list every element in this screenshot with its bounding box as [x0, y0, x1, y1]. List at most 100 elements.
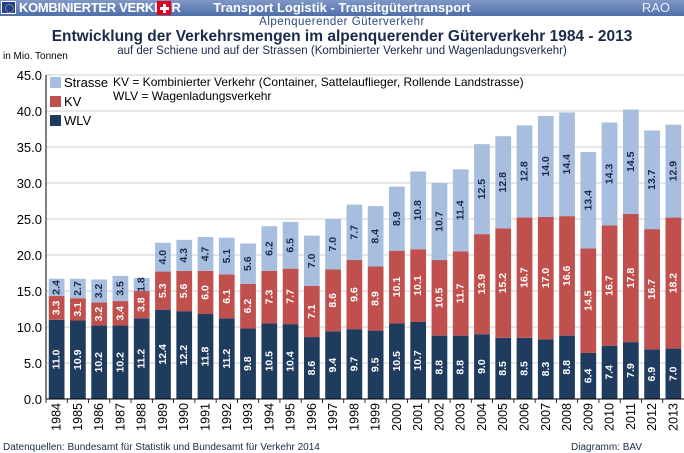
x-tick-label: 2008 [560, 403, 574, 431]
data-label: 8.5 [497, 361, 509, 376]
grid-lines [46, 74, 684, 364]
bar-strasse-1995 [282, 221, 299, 269]
data-label: 4.0 [157, 250, 169, 265]
x-tick-label: 2005 [496, 403, 510, 431]
data-label: 6.4 [582, 369, 594, 384]
x-tick-label: 1992 [220, 403, 234, 431]
y-tick-label: 30.0 [17, 176, 42, 191]
data-label: 14.0 [540, 156, 552, 177]
bar-wlv-1984 [48, 319, 65, 399]
data-label: 11.8 [200, 346, 212, 366]
data-label: 12.9 [667, 161, 679, 182]
rao-label: RAO [641, 0, 670, 15]
x-tick-label: 2009 [581, 403, 595, 431]
bar-wlv-1995 [282, 324, 299, 399]
data-label: 10.8 [412, 200, 424, 221]
bar-kv-1997 [325, 269, 341, 332]
bar-wlv-1990 [176, 311, 193, 399]
data-label: 11.2 [136, 349, 148, 369]
data-label: 12.8 [497, 172, 509, 193]
bar-wlv-2013 [665, 348, 682, 399]
bar-wlv-2012 [644, 349, 660, 399]
data-label: 4.7 [200, 246, 212, 261]
data-label: 1.8 [136, 277, 148, 292]
data-label: 3.3 [51, 300, 63, 315]
bar-wlv-2006 [516, 337, 533, 399]
bar-wlv-1991 [197, 314, 214, 399]
x-tick-label: 1998 [347, 403, 361, 431]
data-label: 10.1 [412, 275, 424, 296]
bar-strasse-1984 [48, 278, 65, 297]
bar-wlv-2005 [495, 337, 512, 399]
data-label: 9.0 [476, 359, 488, 374]
data-label: 7.9 [625, 363, 637, 378]
bar-strasse-2013 [665, 124, 682, 218]
data-label: 5.6 [178, 284, 190, 299]
data-label: 11.4 [455, 200, 467, 220]
data-label: 12.8 [519, 161, 531, 182]
bar-kv-1996 [303, 285, 320, 338]
bar-kv-1984 [48, 296, 65, 320]
x-tick-label: 2002 [432, 403, 446, 431]
data-label: 6.5 [285, 238, 297, 253]
annotation-line-2: WLV = Wagenladungsverkehr [113, 89, 271, 103]
bars: 11.0 3.3 2.4 10.9 3.1 2.7 10.2 3.2 3.2 10.2 3.4 3.5… [48, 109, 682, 399]
data-label: 10.5 [433, 287, 445, 308]
data-label: 2.7 [72, 281, 84, 296]
y-tick-label: 35.0 [17, 140, 42, 155]
legend-label-kv: KV [64, 94, 82, 109]
data-label: 7.7 [285, 289, 297, 304]
data-label: 10.2 [93, 352, 105, 373]
bar-kv-1999 [367, 266, 384, 331]
bar-wlv-1988 [133, 318, 150, 399]
data-label: 8.6 [306, 361, 318, 376]
y-tick-label: 20.0 [17, 248, 42, 263]
bar-strasse-2002 [431, 183, 448, 261]
data-label: 10.1 [391, 277, 403, 298]
data-label: 6.9 [646, 367, 658, 382]
data-label: 5.1 [221, 249, 233, 264]
bar-kv-2006 [516, 217, 533, 338]
y-tick-label: 5.0 [24, 356, 42, 371]
data-label: 14.3 [604, 164, 616, 185]
x-tick-label: 1995 [284, 403, 298, 431]
data-label: 8.6 [327, 293, 339, 308]
footer-credit: Diagramm: BAV [571, 442, 642, 453]
data-label: 12.5 [476, 179, 488, 200]
bar-strasse-1998 [346, 204, 363, 261]
bar-kv-2012 [644, 229, 660, 350]
bar-strasse-1996 [303, 235, 320, 286]
x-tick-label: 1984 [50, 403, 64, 431]
bar-strasse-2006 [516, 125, 533, 218]
bar-strasse-1986 [91, 279, 108, 303]
data-label: 15.2 [497, 273, 509, 294]
bar-strasse-1991 [197, 237, 214, 271]
bar-strasse-2012 [644, 130, 660, 230]
bar-wlv-2000 [389, 323, 405, 399]
brand-label: KOMBINIERTER VERKEHR [19, 0, 181, 15]
y-axis-label: in Mio. Tonnen [3, 51, 68, 62]
legend-label-wlv: WLV [64, 113, 92, 128]
bar-wlv-2004 [474, 334, 490, 399]
header-bar: KOMBINIERTER VERKEHR Transport Logistik … [0, 0, 684, 16]
data-label: 17.0 [540, 268, 552, 289]
bar-strasse-2004 [474, 144, 490, 235]
x-tick-label: 1986 [92, 403, 106, 431]
y-tick-label: 25.0 [17, 212, 42, 227]
bar-wlv-2008 [559, 335, 575, 399]
bar-strasse-2001 [410, 171, 427, 250]
bar-wlv-2007 [537, 339, 554, 399]
bar-wlv-1996 [303, 337, 320, 399]
data-label: 3.1 [72, 302, 84, 317]
y-tick-label: 40.0 [17, 104, 42, 119]
chart-subtitle: auf der Schiene und auf der Strassen (Ko… [117, 45, 567, 57]
data-label: 6.1 [221, 289, 233, 304]
swiss-flag-icon [157, 1, 171, 15]
data-label: 3.2 [93, 307, 105, 322]
data-label: 7.0 [306, 253, 318, 268]
bar-kv-1991 [197, 270, 214, 315]
bar-kv-1987 [112, 301, 129, 326]
bar-strasse-2011 [622, 109, 639, 214]
bar-strasse-2003 [452, 169, 469, 252]
